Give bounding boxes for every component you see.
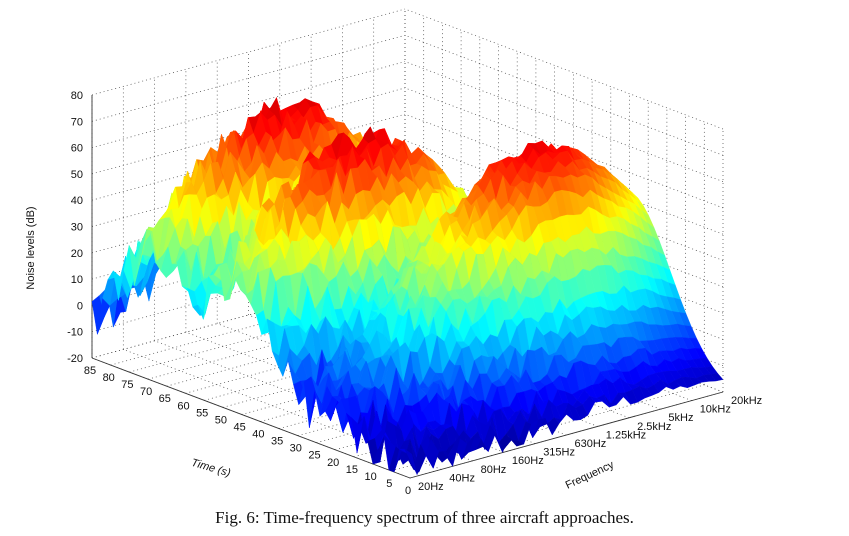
time-tick-label: 80 — [103, 372, 115, 384]
time-tick-label: 65 — [159, 393, 171, 405]
z-tick-label: 40 — [71, 195, 83, 207]
z-tick-label: 70 — [71, 116, 83, 128]
frequency-tick-label: 315Hz — [543, 447, 575, 459]
frequency-tick-label: 80Hz — [481, 464, 507, 476]
grid-line — [404, 61, 724, 182]
time-tick-label: 45 — [233, 422, 245, 434]
frequency-tick-label: 160Hz — [512, 455, 544, 467]
grid-line — [404, 140, 724, 261]
frequency-tick-label: 2.5kHz — [637, 421, 671, 433]
grid-line — [404, 87, 724, 209]
time-tick-label: 50 — [215, 414, 227, 426]
spectrum-surface — [91, 97, 724, 476]
axis-edge — [91, 357, 411, 479]
z-tick-label: 0 — [77, 300, 83, 312]
z-tick-label: 50 — [71, 169, 83, 181]
axis-ticks: -20-100102030405060708085807570656055504… — [67, 90, 762, 497]
time-tick-label: 10 — [364, 471, 376, 483]
frequency-tick-label: 20Hz — [418, 481, 444, 493]
time-tick-label: 20 — [327, 457, 339, 469]
time-tick-label: 40 — [252, 429, 264, 441]
z-tick-label: 80 — [71, 90, 83, 102]
time-tick-label: 0 — [405, 485, 411, 497]
time-tick-label: 5 — [386, 478, 392, 490]
z-tick-label: -10 — [67, 327, 83, 339]
time-axis-label: Time (s) — [190, 457, 232, 480]
time-tick-label: 30 — [290, 443, 302, 455]
time-tick-label: 15 — [346, 464, 358, 476]
time-tick-label: 85 — [84, 365, 96, 377]
frequency-tick-label: 5kHz — [668, 412, 693, 424]
time-tick-label: 35 — [271, 436, 283, 448]
z-axis-label: Noise levels (dB) — [25, 206, 37, 289]
frequency-tick-label: 40Hz — [449, 472, 475, 484]
time-tick-label: 55 — [196, 407, 208, 419]
z-tick-label: 30 — [71, 222, 83, 234]
grid-line — [404, 8, 724, 130]
z-tick-label: 60 — [71, 143, 83, 155]
axis-edge — [409, 391, 724, 479]
frequency-tick-label: 20kHz — [731, 395, 762, 407]
figure-caption: Fig. 6: Time-frequency spectrum of three… — [215, 508, 634, 527]
grid-line — [404, 113, 724, 235]
frequency-tick-label: 630Hz — [575, 438, 607, 450]
time-tick-label: 70 — [140, 386, 152, 398]
grid-line — [404, 166, 724, 288]
grid-line — [404, 34, 724, 156]
z-tick-label: 10 — [71, 274, 83, 286]
time-tick-label: 75 — [121, 379, 133, 391]
time-tick-label: 25 — [308, 450, 320, 462]
z-tick-label: -20 — [67, 353, 83, 365]
z-tick-label: 20 — [71, 248, 83, 260]
time-tick-label: 60 — [177, 400, 189, 412]
surface-patch — [404, 448, 418, 475]
frequency-tick-label: 1.25kHz — [606, 429, 646, 441]
frequency-axis-label: Frequency — [564, 459, 617, 492]
frequency-tick-label: 10kHz — [700, 404, 731, 416]
